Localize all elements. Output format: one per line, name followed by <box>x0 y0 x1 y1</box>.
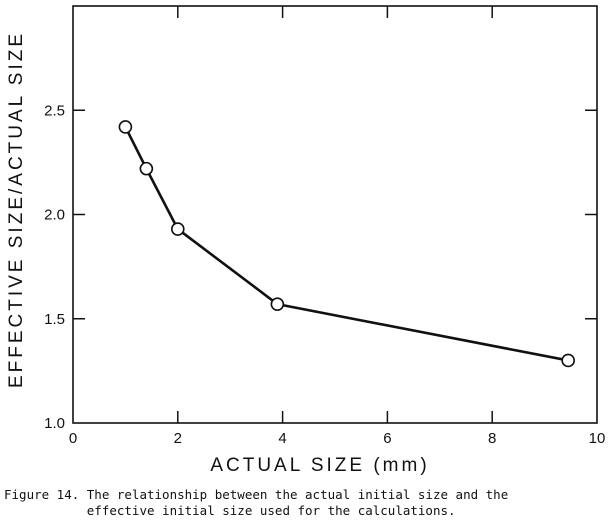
x-tick-label: 10 <box>589 430 606 447</box>
figure-caption: Figure 14. The relationship between the … <box>4 487 508 519</box>
y-tick-label: 1.0 <box>44 415 65 432</box>
caption-line-2: effective initial size used for the calc… <box>4 503 456 518</box>
data-point <box>561 353 575 368</box>
y-tick-label: 2.5 <box>44 102 65 119</box>
data-point <box>139 161 154 176</box>
y-axis-title: EFFECTIVE SIZE/ACTUAL SIZE <box>6 31 27 388</box>
data-point <box>171 222 185 236</box>
x-tick-label: 8 <box>488 430 496 447</box>
data-point <box>270 297 285 311</box>
x-tick-label: 0 <box>69 430 77 447</box>
chart: 0 2 4 6 8 10 1.0 1.5 2.0 2.5 ACTUAL SIZE (mm) EFFEC… <box>6 5 606 476</box>
y-tick-label: 1.5 <box>44 311 65 328</box>
x-tick-label: 2 <box>174 430 182 447</box>
series-line <box>124 126 569 362</box>
x-tick-label: 6 <box>383 430 391 447</box>
y-tick-label: 2.0 <box>44 207 65 224</box>
x-tick-label: 4 <box>278 430 286 447</box>
data-point <box>118 120 133 134</box>
plot-frame <box>72 5 598 424</box>
x-axis-title: ACTUAL SIZE (mm) <box>210 455 429 476</box>
caption-line-1: Figure 14. The relationship between the … <box>4 487 509 502</box>
